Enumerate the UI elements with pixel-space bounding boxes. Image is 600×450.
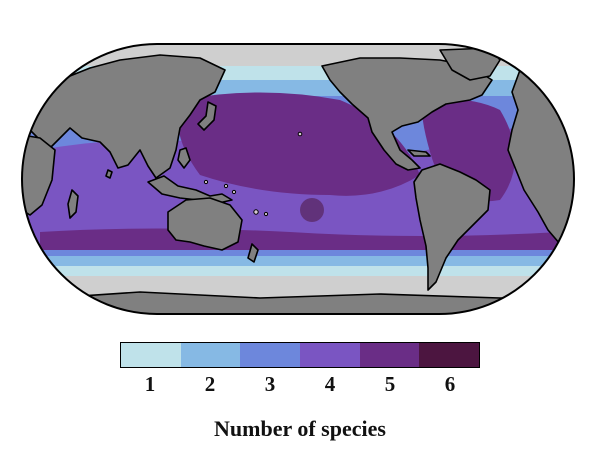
land-new-zealand (247, 243, 259, 263)
land-madagascar (67, 189, 79, 219)
legend-swatch-1 (121, 343, 181, 367)
legend-tick-1: 1 (144, 372, 156, 396)
legend-swatch-3 (240, 343, 301, 367)
band-6-patch (300, 198, 324, 222)
island (223, 183, 229, 189)
land-antarctica (22, 291, 574, 314)
world-species-map (21, 43, 575, 315)
island (203, 179, 209, 185)
legend-tick-5: 5 (384, 372, 396, 396)
land-indonesia (147, 175, 233, 205)
land-sri-lanka (105, 169, 113, 179)
legend-tick-3: 3 (264, 372, 276, 396)
legend-swatch-5 (359, 343, 420, 367)
map-outline (21, 43, 575, 315)
land-cuba (407, 149, 431, 157)
land-south-america (413, 163, 491, 291)
legend-tick-2: 2 (204, 372, 216, 396)
island (253, 209, 259, 215)
legend-tick-6: 6 (444, 372, 456, 396)
legend-swatch-6 (419, 343, 480, 367)
colorbar-legend (120, 342, 480, 368)
land-japan (197, 101, 217, 131)
land-philippines (177, 147, 191, 169)
band-5-pacific (177, 92, 420, 196)
island (263, 211, 269, 217)
legend-tick-labels: 1 2 3 4 5 6 (120, 372, 480, 402)
land-australia (167, 197, 243, 251)
legend-swatch-4 (300, 343, 360, 367)
pacific-islands (203, 131, 303, 217)
island (297, 131, 303, 137)
island (231, 189, 237, 195)
land-eurasia (22, 54, 226, 179)
legend-tick-4: 4 (324, 372, 336, 396)
legend-swatch-2 (180, 343, 241, 367)
map-body (22, 44, 574, 314)
legend-title: Number of species (214, 416, 386, 441)
